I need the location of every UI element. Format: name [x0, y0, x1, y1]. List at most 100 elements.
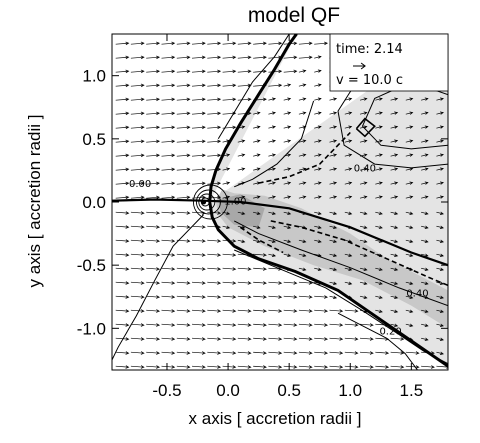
velocity-vector: [268, 225, 276, 229]
velocity-vector: [176, 323, 191, 327]
velocity-vector: [146, 41, 161, 46]
velocity-vector: [268, 83, 283, 88]
velocity-vector: [390, 125, 399, 129]
velocity-vector: [191, 69, 206, 74]
velocity-vector: [436, 225, 444, 229]
contour-line: [233, 220, 448, 307]
velocity-vector: [405, 111, 414, 115]
velocity-vector: [176, 69, 191, 74]
velocity-vector: [130, 181, 145, 186]
velocity-vector: [405, 225, 414, 229]
shock-front-upper: [208, 34, 298, 203]
velocity-vector: [359, 181, 368, 185]
velocity-vector: [176, 139, 191, 144]
velocity-vector: [146, 111, 161, 116]
velocity-vector: [298, 153, 307, 157]
velocity-vector: [268, 41, 283, 46]
velocity-vector: [191, 125, 206, 130]
velocity-vector: [237, 55, 252, 60]
velocity-vector: [268, 139, 276, 143]
velocity-vector: [436, 153, 444, 157]
velocity-vector: [146, 365, 161, 369]
velocity-vector: [390, 365, 405, 369]
velocity-vector: [283, 195, 292, 199]
velocity-vector: [207, 365, 222, 369]
velocity-vector: [283, 253, 292, 257]
velocity-vector: [298, 195, 307, 199]
velocity-vector: [314, 153, 322, 157]
velocity-vector: [283, 83, 292, 87]
velocity-vector: [405, 239, 414, 243]
velocity-vector: [314, 41, 329, 46]
velocity-vector: [436, 323, 444, 327]
velocity-vector: [237, 323, 252, 327]
velocity-vector: [115, 253, 130, 257]
velocity-vector: [253, 167, 261, 171]
velocity-vector: [436, 195, 444, 199]
velocity-vector: [298, 309, 313, 313]
velocity-vector: [405, 97, 414, 101]
velocity-vector: [253, 69, 267, 74]
velocity-vector: [268, 97, 276, 101]
velocity-vector: [268, 69, 283, 74]
velocity-vector: [130, 167, 145, 172]
velocity-vector: [115, 195, 130, 200]
velocity-vector: [146, 195, 161, 200]
velocity-vector: [283, 365, 298, 369]
velocity-vector: [329, 225, 338, 229]
velocity-vector: [191, 83, 206, 88]
velocity-vector: [359, 337, 374, 341]
velocity-vector: [161, 351, 176, 355]
velocity-vector: [176, 181, 191, 186]
time-label: time: 2.14: [336, 42, 403, 57]
velocity-vector: [421, 309, 429, 313]
velocity-vector: [298, 41, 313, 46]
velocity-vector: [176, 83, 191, 88]
velocity-vector: [207, 125, 222, 130]
velocity-vector: [359, 97, 368, 101]
contour-line: [270, 220, 448, 287]
velocity-vector: [161, 365, 176, 369]
velocity-vector: [375, 281, 383, 285]
velocity-vector: [161, 309, 176, 313]
velocity-vector: [237, 153, 246, 157]
velocity-vector: [191, 97, 206, 102]
velocity-vector: [314, 239, 322, 243]
velocity-vector: [222, 365, 237, 369]
velocity-vector: [130, 41, 145, 46]
velocity-vector: [115, 139, 130, 144]
contour-value-label: 0.00: [129, 179, 151, 190]
velocity-vector: [130, 337, 145, 341]
velocity-vector: [222, 337, 237, 341]
velocity-vector: [390, 97, 399, 101]
velocity-vector: [146, 211, 161, 215]
velocity-vector: [405, 195, 414, 199]
velocity-vector: [390, 153, 399, 157]
velocity-vector: [115, 153, 130, 158]
velocity-vector: [161, 83, 176, 88]
velocity-vector: [176, 351, 191, 355]
y-axis-label: y axis [ accretion radii ]: [25, 115, 44, 288]
velocity-vector: [314, 55, 322, 59]
velocity-vector: [237, 309, 252, 313]
velocity-vector: [176, 295, 191, 299]
velocity-vector: [115, 83, 130, 88]
contour-value-label: 0.40: [354, 164, 376, 175]
velocity-vector: [207, 181, 222, 186]
velocity-vector: [161, 225, 176, 229]
velocity-vector: [237, 239, 246, 243]
velocity-vector: [359, 167, 368, 171]
velocity-vector: [146, 55, 161, 60]
reference-arrow: [353, 62, 366, 70]
velocity-vector: [222, 181, 231, 185]
velocity-vector: [344, 337, 359, 341]
velocity-vector: [314, 323, 329, 327]
velocity-vector: [191, 365, 206, 369]
velocity-vector: [207, 69, 222, 74]
velocity-vector: [222, 97, 237, 102]
velocity-vector: [115, 41, 130, 46]
velocity-vector: [268, 323, 283, 327]
velocity-vector: [344, 153, 353, 157]
velocity-vector: [191, 351, 206, 355]
velocity-vector: [191, 295, 206, 299]
